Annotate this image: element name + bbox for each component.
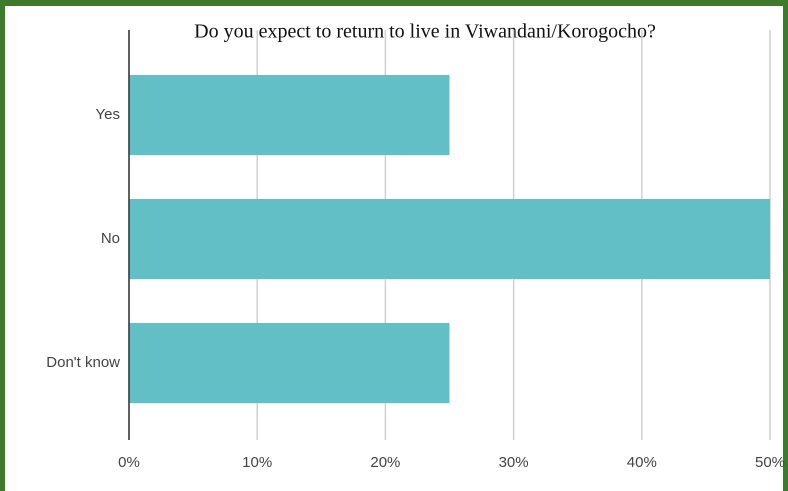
x-tick-label: 0% <box>118 454 140 471</box>
bar <box>129 74 450 156</box>
y-tick-label: Don't know <box>46 354 120 371</box>
x-tick-label: 20% <box>370 454 400 471</box>
x-tick-label: 40% <box>627 454 657 471</box>
y-tick-label: No <box>101 230 120 247</box>
chart-title: Do you expect to return to live in Viwan… <box>194 21 656 43</box>
y-tick-label: Yes <box>96 106 120 123</box>
x-tick-label: 10% <box>242 454 272 471</box>
bar <box>129 198 770 280</box>
bar <box>129 322 450 404</box>
x-tick-label: 30% <box>499 454 529 471</box>
x-tick-label: 50% <box>755 454 785 471</box>
